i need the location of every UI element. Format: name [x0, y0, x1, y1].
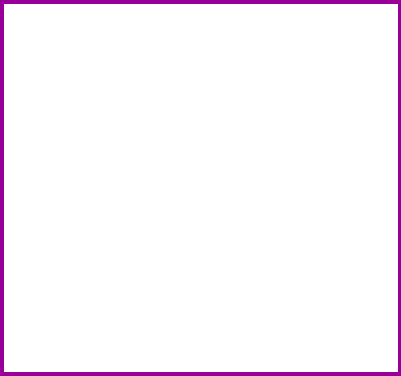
J = 0,15	[110, 180, 115, 185]
J = 0,5	[150, 290, 155, 295]
J = 0,4	[170, 296, 175, 300]
J = 0,3	[150, 269, 155, 273]
J = 0,3	[170, 288, 175, 293]
J = 0,3	[90, 221, 95, 225]
J = 0,15	[70, 128, 75, 133]
J = 0,1	[190, 290, 195, 295]
J = 0,15	[170, 267, 175, 271]
J = 0,15	[130, 213, 135, 217]
J = 0,5	[210, 323, 215, 327]
J = 0,15	[90, 153, 95, 158]
J = 0,3	[130, 252, 135, 256]
J = 0,3	[110, 238, 115, 243]
J = 0,5	[110, 271, 115, 275]
Line: J = 0,05: J = 0,05	[69, 43, 215, 320]
J = 0,2	[70, 163, 75, 167]
J = 0,1	[110, 140, 115, 144]
Line: J = 0,2: J = 0,2	[72, 165, 213, 323]
J = 0,05	[110, 96, 115, 100]
J = 0,05	[210, 315, 215, 320]
Y-axis label: W/cm²: W/cm²	[14, 159, 24, 195]
J = 0,1	[130, 178, 135, 183]
J = 0,5	[90, 265, 95, 270]
X-axis label: Température en °C: Température en °C	[100, 356, 205, 367]
J = 0,05	[150, 194, 155, 198]
J = 0,4	[210, 321, 215, 326]
J = 0,05	[130, 146, 135, 150]
J = 0,2	[130, 244, 135, 249]
J = 0,3	[190, 303, 195, 308]
J = 0,2	[110, 213, 115, 217]
J = 0,4	[190, 308, 195, 312]
J = 0,4	[110, 257, 115, 262]
J = 0,5	[70, 255, 75, 260]
Legend: J = 0,05, J = 0,1, J = 0,15, J = 0,2, J = 0,3, J = 0,4, J = 0,5: J = 0,05, J = 0,1, J = 0,15, J = 0,2, J …	[266, 25, 351, 151]
Line: J = 0,1: J = 0,1	[72, 80, 213, 321]
J = 0,2	[150, 267, 155, 271]
J = 0,05	[90, 43, 95, 48]
J = 0,4	[70, 236, 75, 241]
Line: J = 0,4: J = 0,4	[72, 238, 213, 323]
J = 0,3	[210, 321, 215, 326]
J = 0,05	[170, 240, 175, 244]
J = 0,2	[190, 305, 195, 310]
J = 0,05	[190, 279, 195, 283]
J = 0,3	[70, 207, 75, 212]
J = 0,15	[150, 238, 155, 243]
J = 0,1	[150, 213, 155, 217]
J = 0,1	[70, 78, 75, 83]
J = 0,1	[170, 252, 175, 256]
J = 0,2	[170, 288, 175, 293]
J = 0,4	[90, 246, 95, 250]
J = 0,15	[210, 319, 215, 323]
J = 0,1	[210, 319, 215, 323]
Line: J = 0,5: J = 0,5	[67, 253, 217, 330]
Line: J = 0,15: J = 0,15	[69, 127, 216, 325]
J = 0,05	[70, 74, 75, 79]
Line: J = 0,3: J = 0,3	[67, 205, 217, 328]
J = 0,5	[130, 280, 135, 285]
J = 0,4	[150, 282, 155, 287]
J = 0,15	[190, 292, 195, 297]
J = 0,1	[90, 105, 95, 110]
J = 0,5	[190, 311, 195, 316]
J = 0,2	[210, 321, 215, 326]
J = 0,2	[90, 186, 95, 191]
J = 0,4	[130, 269, 135, 273]
J = 0,5	[170, 302, 175, 306]
